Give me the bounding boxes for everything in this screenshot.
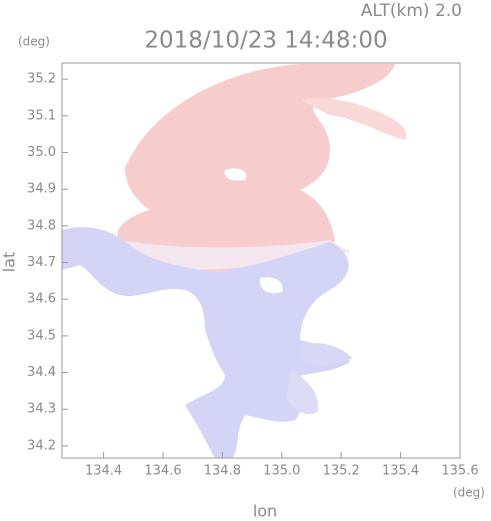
- plot-frame: [61, 62, 461, 459]
- y-unit: (deg): [18, 35, 50, 49]
- chart-subtitle: ALT(km) 2.0: [361, 1, 462, 21]
- y-tick-label: 35.1: [27, 108, 56, 123]
- y-tick-label: 34.3: [27, 402, 56, 417]
- echo-positive: [300, 98, 407, 140]
- x-tick-label: 134.6: [144, 464, 181, 479]
- y-tick-label: 34.5: [27, 328, 56, 343]
- echo-negative: [300, 343, 352, 365]
- x-tick-label: 135.4: [382, 464, 419, 479]
- y-tick-label: 34.2: [27, 438, 56, 453]
- chart-title: 2018/10/23 14:48:00: [144, 28, 387, 54]
- y-tick-label: 34.6: [27, 292, 56, 307]
- y-axis-label: lat: [0, 252, 19, 273]
- x-axis-label: lon: [253, 502, 277, 521]
- y-tick-label: 35.2: [27, 72, 56, 87]
- y-tick-label: 34.7: [27, 255, 56, 270]
- echo-negative: [287, 370, 319, 415]
- y-tick-label: 34.4: [27, 365, 56, 380]
- y-tick-label: 34.9: [27, 182, 56, 197]
- x-unit: (deg): [453, 486, 485, 500]
- radar-echo: [62, 64, 407, 458]
- axes: 134.4 134.6 134.8 135.0 135.2 135.4 135.6 34.2 3…: [27, 62, 479, 479]
- x-tick-label: 134.8: [204, 464, 241, 479]
- echo-positive: [117, 64, 395, 272]
- x-tick-label: 134.4: [85, 464, 122, 479]
- x-tick-label: 135.6: [441, 464, 478, 479]
- x-tick-label: 135.2: [323, 464, 360, 479]
- echo-gap: [224, 168, 283, 294]
- y-tick-label: 35.0: [27, 145, 56, 160]
- y-tick-label: 34.8: [27, 218, 56, 233]
- x-tick-label: 135.0: [263, 464, 300, 479]
- echo-neutral: [120, 240, 350, 271]
